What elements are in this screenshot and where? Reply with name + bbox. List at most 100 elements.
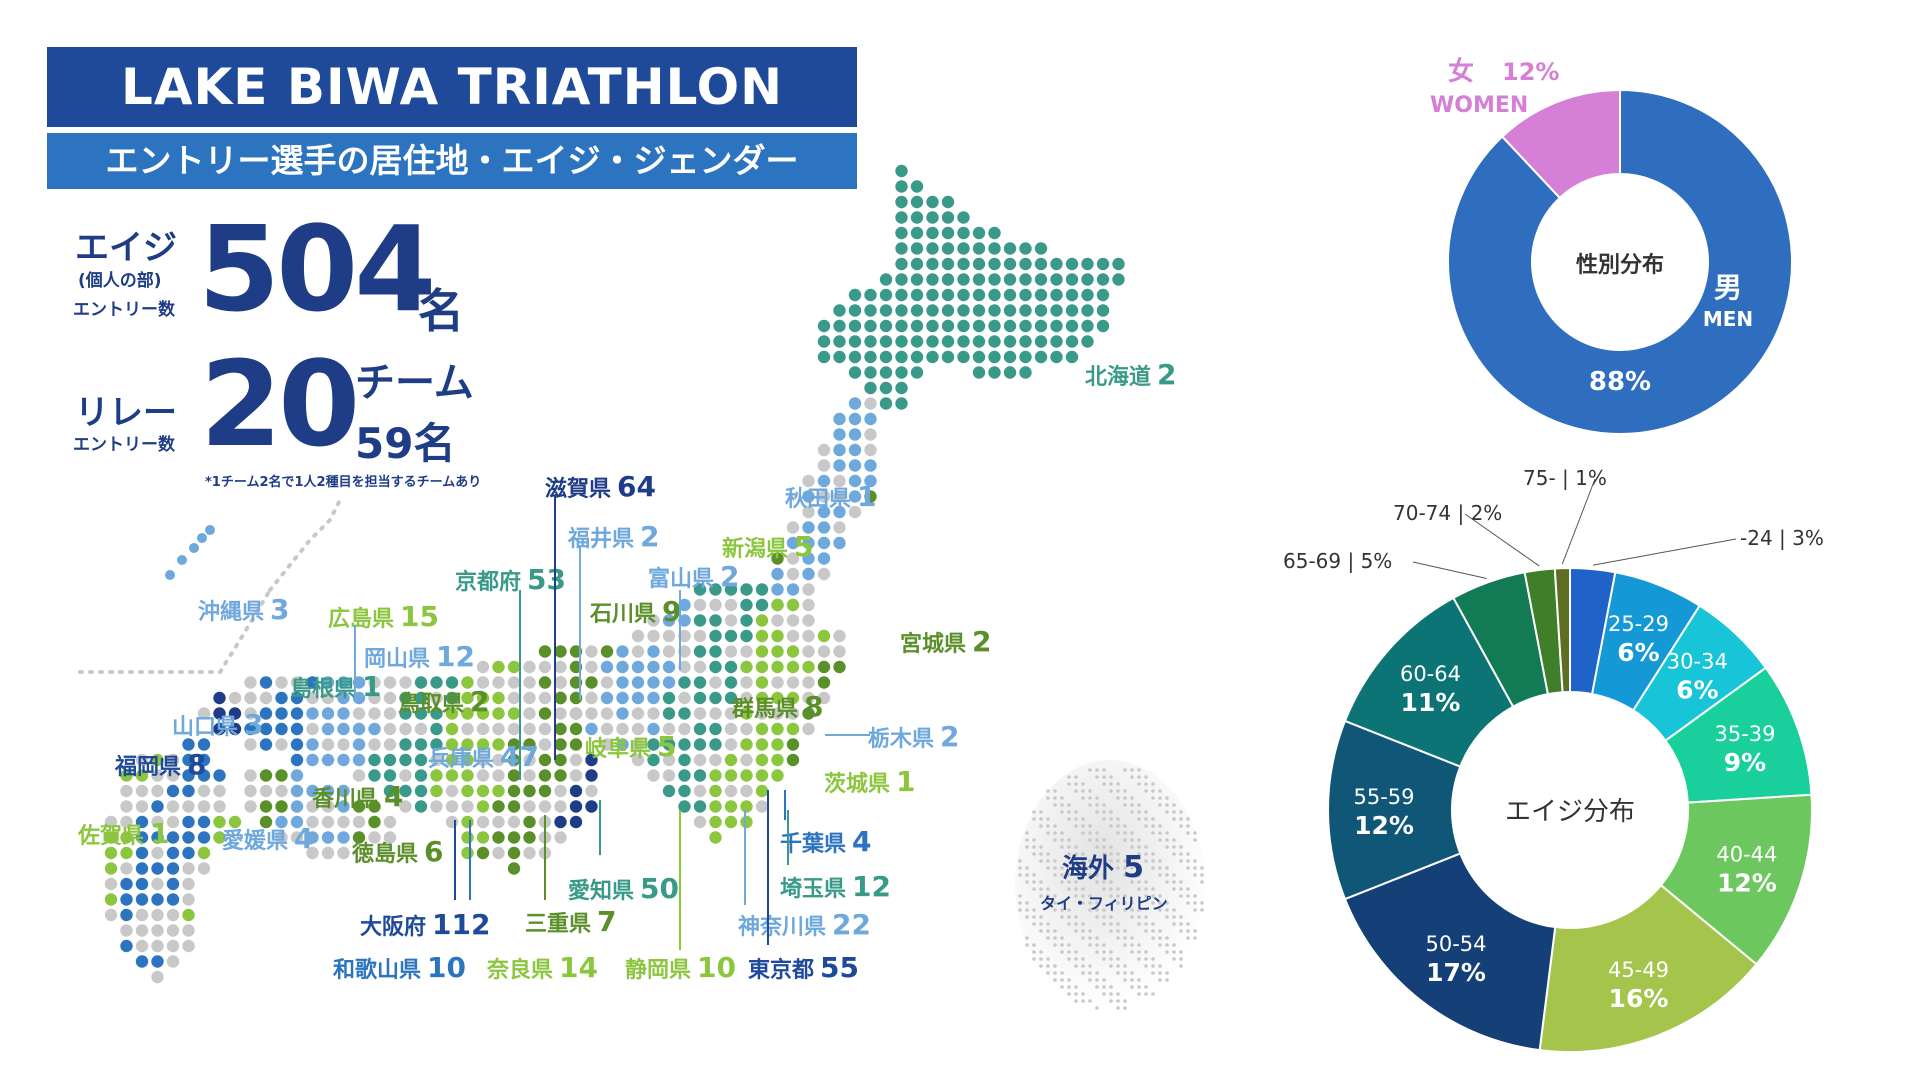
- map-dot: [182, 753, 195, 767]
- map-dot: [182, 800, 195, 813]
- globe-dot: [1137, 950, 1141, 954]
- map-dot: [135, 908, 149, 922]
- globe-dot: [1102, 957, 1106, 961]
- globe-dot: [1074, 782, 1078, 786]
- map-dot: [895, 164, 908, 178]
- globe-dot: [1158, 971, 1162, 975]
- map-dot: [352, 831, 366, 844]
- map-dot: [786, 521, 800, 534]
- map-dot: [1065, 350, 1079, 364]
- pref-label: 佐賀県 1: [78, 817, 170, 850]
- map-dot: [724, 629, 738, 643]
- globe-dot: [1067, 985, 1071, 989]
- globe-dot: [1088, 901, 1092, 905]
- map-dot: [678, 676, 691, 689]
- globe-dot: [1074, 880, 1078, 884]
- globe-dot: [1193, 901, 1197, 905]
- map-dot: [538, 846, 552, 860]
- globe-dot: [1123, 964, 1127, 968]
- globe-dot: [1186, 887, 1190, 891]
- pref-count: 15: [400, 600, 439, 633]
- map-dot: [368, 707, 381, 720]
- map-dot: [461, 815, 474, 829]
- map-dot: [244, 738, 257, 751]
- map-dot: [895, 397, 908, 410]
- map-dot: [724, 769, 738, 782]
- map-dot: [507, 862, 521, 875]
- pref-label: 沖縄県 3: [198, 593, 290, 626]
- map-dot: [538, 769, 552, 782]
- globe-dot: [1074, 824, 1078, 828]
- globe-dot: [1158, 831, 1162, 835]
- map-dot: [352, 753, 366, 767]
- map-dot: [414, 800, 428, 813]
- globe-dot: [1018, 866, 1022, 870]
- map-dot: [492, 738, 505, 751]
- map-dot: [120, 784, 133, 798]
- globe-dot: [1144, 789, 1148, 793]
- page-title: LAKE BIWA TRIATHLON 2025: [47, 47, 857, 196]
- map-dot: [414, 784, 428, 798]
- globe-dot: [1081, 999, 1085, 1003]
- globe-dot: [1179, 810, 1183, 814]
- map-dot: [166, 784, 180, 798]
- map-dot: [399, 676, 412, 689]
- globe-dot: [1116, 817, 1120, 821]
- globe-dot: [1046, 901, 1050, 905]
- map-dot: [476, 722, 490, 736]
- map-dot: [523, 676, 536, 689]
- age-sublabel-2: エントリー数: [73, 300, 175, 320]
- map-dot: [988, 335, 1001, 348]
- map-dot: [1081, 257, 1094, 271]
- map-region-4: [244, 769, 397, 860]
- globe-dot: [1088, 943, 1092, 947]
- pref-name: 福井県: [568, 527, 635, 552]
- map-dot: [290, 769, 304, 782]
- age-slice-value: 17%: [1426, 958, 1486, 987]
- globe-dot: [1116, 831, 1120, 835]
- globe-dot: [1137, 880, 1141, 884]
- globe-dot: [1074, 957, 1078, 961]
- map-dot: [383, 676, 397, 689]
- globe-dot: [1165, 866, 1169, 870]
- globe-dot: [1025, 866, 1029, 870]
- globe-dot: [1039, 880, 1043, 884]
- pref-label: 秋田県 1: [785, 480, 877, 513]
- pref-label: 広島県 15: [328, 600, 439, 633]
- globe-dot: [1151, 922, 1155, 926]
- map-dot: [817, 319, 831, 333]
- map-dot: [476, 707, 490, 720]
- map-dot: [492, 831, 505, 844]
- globe-dot: [1053, 824, 1057, 828]
- globe-dot: [1130, 978, 1134, 982]
- globe-dot: [1137, 768, 1141, 772]
- globe-dot: [1151, 859, 1155, 863]
- pref-count: 2: [940, 720, 960, 753]
- map-dot: [709, 645, 722, 658]
- map-dot: [538, 831, 552, 844]
- map-dot: [166, 939, 180, 953]
- map-dot: [740, 769, 753, 782]
- map-dot: [569, 769, 583, 782]
- globe-dot: [1116, 929, 1120, 933]
- map-dot: [771, 583, 784, 596]
- pref-count: 1: [896, 765, 916, 798]
- globe-dot: [1032, 908, 1036, 912]
- globe-dot: [1102, 782, 1106, 786]
- globe-dot: [1074, 887, 1078, 891]
- globe-dot: [1095, 796, 1099, 800]
- map-dot: [910, 366, 924, 379]
- age-slice-5: [1538, 883, 1758, 1053]
- globe-dot: [1046, 929, 1050, 933]
- globe-dot: [1095, 978, 1099, 982]
- globe-dot: [1081, 796, 1085, 800]
- map-dot: [352, 800, 366, 813]
- map-dot: [926, 304, 939, 317]
- globe-dot: [1130, 866, 1134, 870]
- map-dot: [802, 490, 815, 503]
- globe-dot: [1088, 796, 1092, 800]
- globe-dot: [1172, 852, 1176, 856]
- map-dot: [771, 769, 784, 782]
- pref-label: 茨城県 1: [824, 765, 916, 798]
- map-dot: [538, 800, 552, 813]
